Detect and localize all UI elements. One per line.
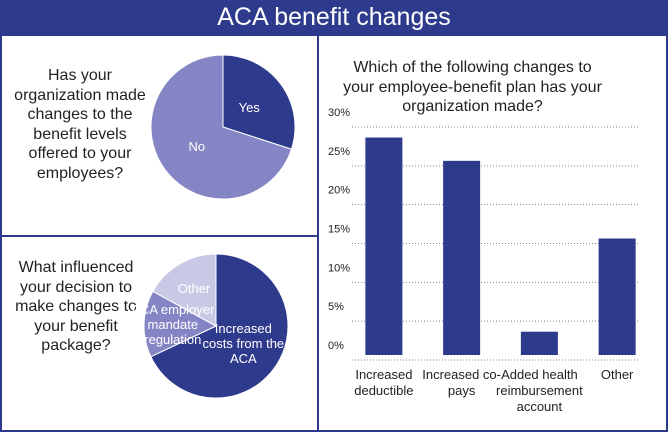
slice-label: Increased costs from the ACA bbox=[202, 320, 285, 366]
x-tick-label: Added health reimbursement account bbox=[496, 367, 583, 414]
y-tick-label: 10% bbox=[328, 262, 350, 274]
bar bbox=[598, 238, 636, 355]
question: Has your organization made changes to th… bbox=[14, 67, 146, 182]
y-tick-label: 20% bbox=[328, 185, 350, 197]
pie-slice bbox=[143, 290, 218, 358]
chart-title: Which of the following changes to your e… bbox=[343, 59, 602, 115]
y-tick-label: 0% bbox=[328, 340, 344, 352]
bar bbox=[365, 137, 403, 355]
question: What influenced your decision to make ch… bbox=[15, 259, 137, 354]
y-tick-label: 5% bbox=[328, 301, 344, 313]
x-tick-label: Other bbox=[600, 367, 634, 382]
slice-label: ACA employer mandate regulation bbox=[131, 302, 215, 348]
pie-slice bbox=[222, 54, 296, 150]
pie-slice bbox=[150, 253, 289, 399]
x-tick-label: Increased co-pays bbox=[422, 367, 501, 398]
y-tick-label: 30% bbox=[328, 107, 350, 119]
x-tick-label: Increased deductible bbox=[354, 367, 414, 398]
y-tick-label: 25% bbox=[328, 146, 350, 158]
pie-slice bbox=[150, 54, 293, 200]
y-tick-label: 15% bbox=[328, 224, 350, 236]
header-title: ACA benefit changes bbox=[217, 3, 451, 31]
header-band bbox=[0, 0, 668, 36]
slice-label: Other bbox=[177, 281, 211, 297]
slice-label: No bbox=[188, 138, 206, 154]
bar bbox=[520, 331, 558, 355]
pie-slice bbox=[152, 253, 217, 327]
slice-label: Yes bbox=[238, 100, 260, 116]
bar bbox=[443, 160, 481, 355]
